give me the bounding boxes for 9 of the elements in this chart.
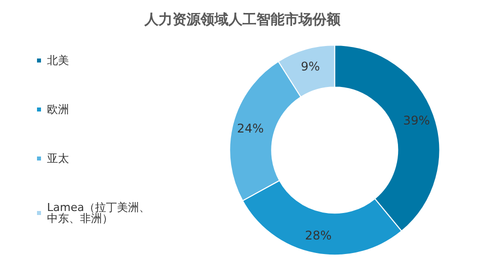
- legend-label: 欧洲: [47, 103, 69, 116]
- legend-label: Lamea（拉丁美洲、中东、非洲）: [47, 201, 150, 225]
- data-label: 39%: [403, 114, 430, 128]
- data-label: 28%: [305, 228, 332, 243]
- data-label: 24%: [237, 122, 264, 136]
- legend-label: 亚太: [47, 152, 69, 165]
- chart-title: 人力资源领域人工智能市场份额: [144, 11, 342, 28]
- data-label: 9%: [300, 60, 320, 74]
- legend-label: 北美: [47, 54, 69, 67]
